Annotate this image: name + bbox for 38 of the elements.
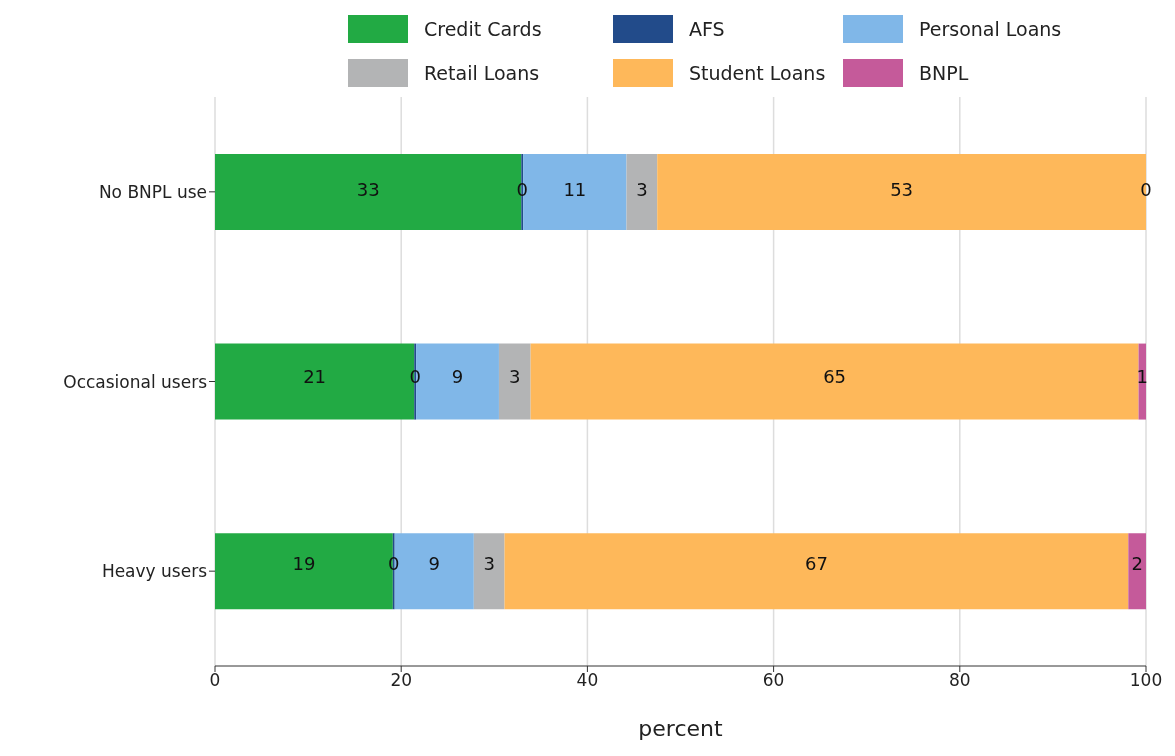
y-tick-label: Heavy users (101, 561, 208, 582)
data-label: 0 (409, 366, 421, 387)
x-tick-label: 80 (948, 670, 971, 691)
data-label: 0 (1140, 179, 1152, 201)
bar (1128, 533, 1146, 610)
data-label: 2 (1131, 552, 1143, 574)
bar (473, 533, 505, 610)
data-label: 11 (563, 179, 587, 201)
data-label: 53 (890, 179, 914, 201)
x-tick-label: 20 (390, 670, 413, 691)
legend-label: Student Loans (689, 62, 826, 84)
legend-label: AFS (689, 18, 725, 40)
bar (530, 343, 1139, 420)
y-tick-label: No BNPL use (98, 181, 207, 202)
x-tick-label: 60 (762, 670, 785, 691)
legend-label: Retail Loans (424, 62, 540, 84)
bar (626, 153, 658, 230)
x-axis-title: percent (638, 716, 723, 741)
legend-label: Personal Loans (919, 18, 1062, 40)
legend-label: BNPL (919, 62, 969, 84)
data-label: 65 (823, 366, 847, 387)
data-label: 21 (303, 366, 327, 387)
data-label: 9 (428, 552, 440, 574)
bar (504, 533, 1129, 610)
data-label: 33 (356, 179, 380, 201)
data-label: 3 (509, 366, 521, 387)
data-label: 0 (516, 179, 528, 201)
legend-label: Credit Cards (424, 18, 542, 40)
data-label: 3 (636, 179, 648, 201)
x-tick-label: 0 (209, 670, 221, 691)
data-label: 19 (292, 552, 316, 574)
x-tick-label: 100 (1129, 670, 1163, 691)
bar (498, 343, 531, 420)
y-tick-label: Occasional users (63, 371, 208, 392)
x-tick-label: 40 (576, 670, 599, 691)
data-label: 67 (804, 552, 828, 574)
data-label: 3 (483, 552, 495, 574)
data-label: 9 (451, 366, 464, 387)
